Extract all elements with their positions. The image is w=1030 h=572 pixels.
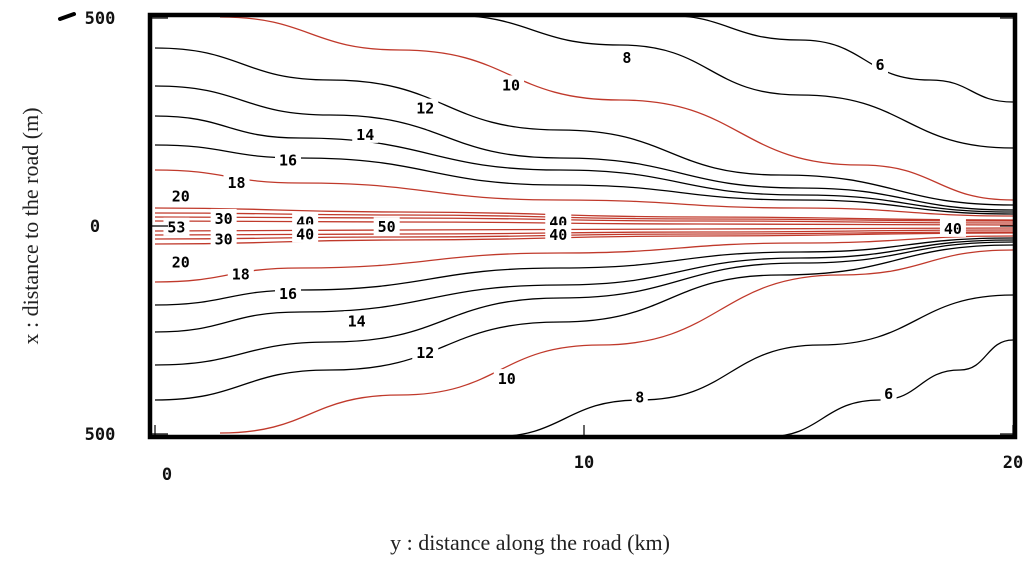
contour-label-6: 18	[227, 174, 245, 192]
contour-label-bg	[292, 224, 319, 243]
contour-label-4: 14	[356, 126, 374, 144]
contour-label-bg	[412, 98, 439, 117]
contour-label-1: 8	[622, 49, 631, 67]
contour-label-18: 18	[232, 266, 250, 284]
x-tick-label: 10	[574, 453, 594, 473]
contour-label-bg	[274, 284, 301, 303]
contour-label-bg	[210, 229, 237, 248]
contour-20-bot	[154, 235, 1014, 283]
contour-label-bg	[631, 387, 648, 406]
contour-50-top	[154, 220, 1014, 226]
contour-label-13: 50	[378, 218, 396, 236]
contour-18-bot	[154, 237, 1014, 306]
y-tick-label: 500	[85, 425, 116, 445]
contour-label-bg	[618, 47, 635, 66]
contour-label-bg	[227, 264, 254, 283]
contour-label-21: 12	[416, 344, 434, 362]
contour-label-bg	[939, 218, 966, 237]
contour-label-bg	[412, 342, 439, 361]
contour-label-12: 53	[167, 219, 185, 237]
contour-12-top	[154, 47, 1014, 206]
contour-20-top	[154, 169, 1014, 217]
contour-label-bg	[167, 186, 194, 205]
contour-label-19: 16	[279, 285, 297, 303]
contour-label-14: 40	[296, 225, 314, 243]
contour-label-11: 40	[944, 220, 962, 238]
contour-label-bg	[373, 217, 400, 236]
contour-label-bg	[210, 208, 237, 227]
contour-6-bot	[764, 339, 1014, 438]
contour-label-7: 20	[172, 187, 190, 205]
contour-14-top	[154, 85, 1014, 211]
contour-14-bot	[154, 241, 1014, 366]
contour-lines	[154, 14, 1014, 438]
contour-label-bg	[880, 384, 897, 403]
contour-label-bg	[872, 55, 889, 74]
y-tick-label: 500	[85, 9, 116, 29]
x-tick-label: 0	[162, 465, 172, 485]
axis-ticks: 0 10 20 500 0 500	[58, 9, 1023, 485]
x-axis-title: y : distance along the road (km)	[390, 530, 670, 555]
y-tick-label: 0	[90, 217, 100, 237]
contour-16-top	[154, 115, 1014, 213]
contour-10-bot	[219, 249, 1014, 434]
contour-8-bot	[489, 294, 1014, 438]
contour-label-0: 6	[875, 56, 884, 74]
contour-label-bg	[545, 225, 572, 244]
contour-label-bg	[498, 75, 525, 94]
contour-label-22: 10	[498, 370, 516, 388]
y-axis-title: x : distance to the road (m)	[18, 107, 43, 344]
minus-sign-mark	[58, 12, 76, 21]
contour-18-top	[154, 144, 1014, 215]
contour-label-bg	[163, 217, 190, 236]
contour-label-5: 16	[279, 151, 297, 169]
x-tick-label: 20	[1003, 453, 1023, 473]
contour-6-top	[659, 14, 1014, 103]
contour-label-bg	[274, 150, 301, 169]
contour-8-top	[444, 14, 1014, 149]
contour-label-bg	[167, 252, 194, 271]
contour-label-bg	[223, 173, 250, 192]
contour-label-3: 12	[416, 100, 434, 118]
contour-label-16: 30	[215, 230, 233, 248]
contour-label-2: 10	[502, 76, 520, 94]
contour-label-20: 14	[348, 312, 366, 330]
contour-label-bg	[352, 124, 379, 143]
contour-label-bg	[343, 311, 370, 330]
contour-10-top	[219, 16, 1014, 201]
contour-label-23: 8	[635, 388, 644, 406]
contour-label-15: 40	[549, 226, 567, 244]
contour-label-17: 20	[172, 254, 190, 272]
contour-12-bot	[154, 244, 1014, 401]
contour-label-24: 6	[884, 385, 893, 403]
contour-16-bot	[154, 239, 1014, 333]
contour-label-bg	[493, 369, 520, 388]
contour-label-8: 30	[215, 210, 233, 228]
